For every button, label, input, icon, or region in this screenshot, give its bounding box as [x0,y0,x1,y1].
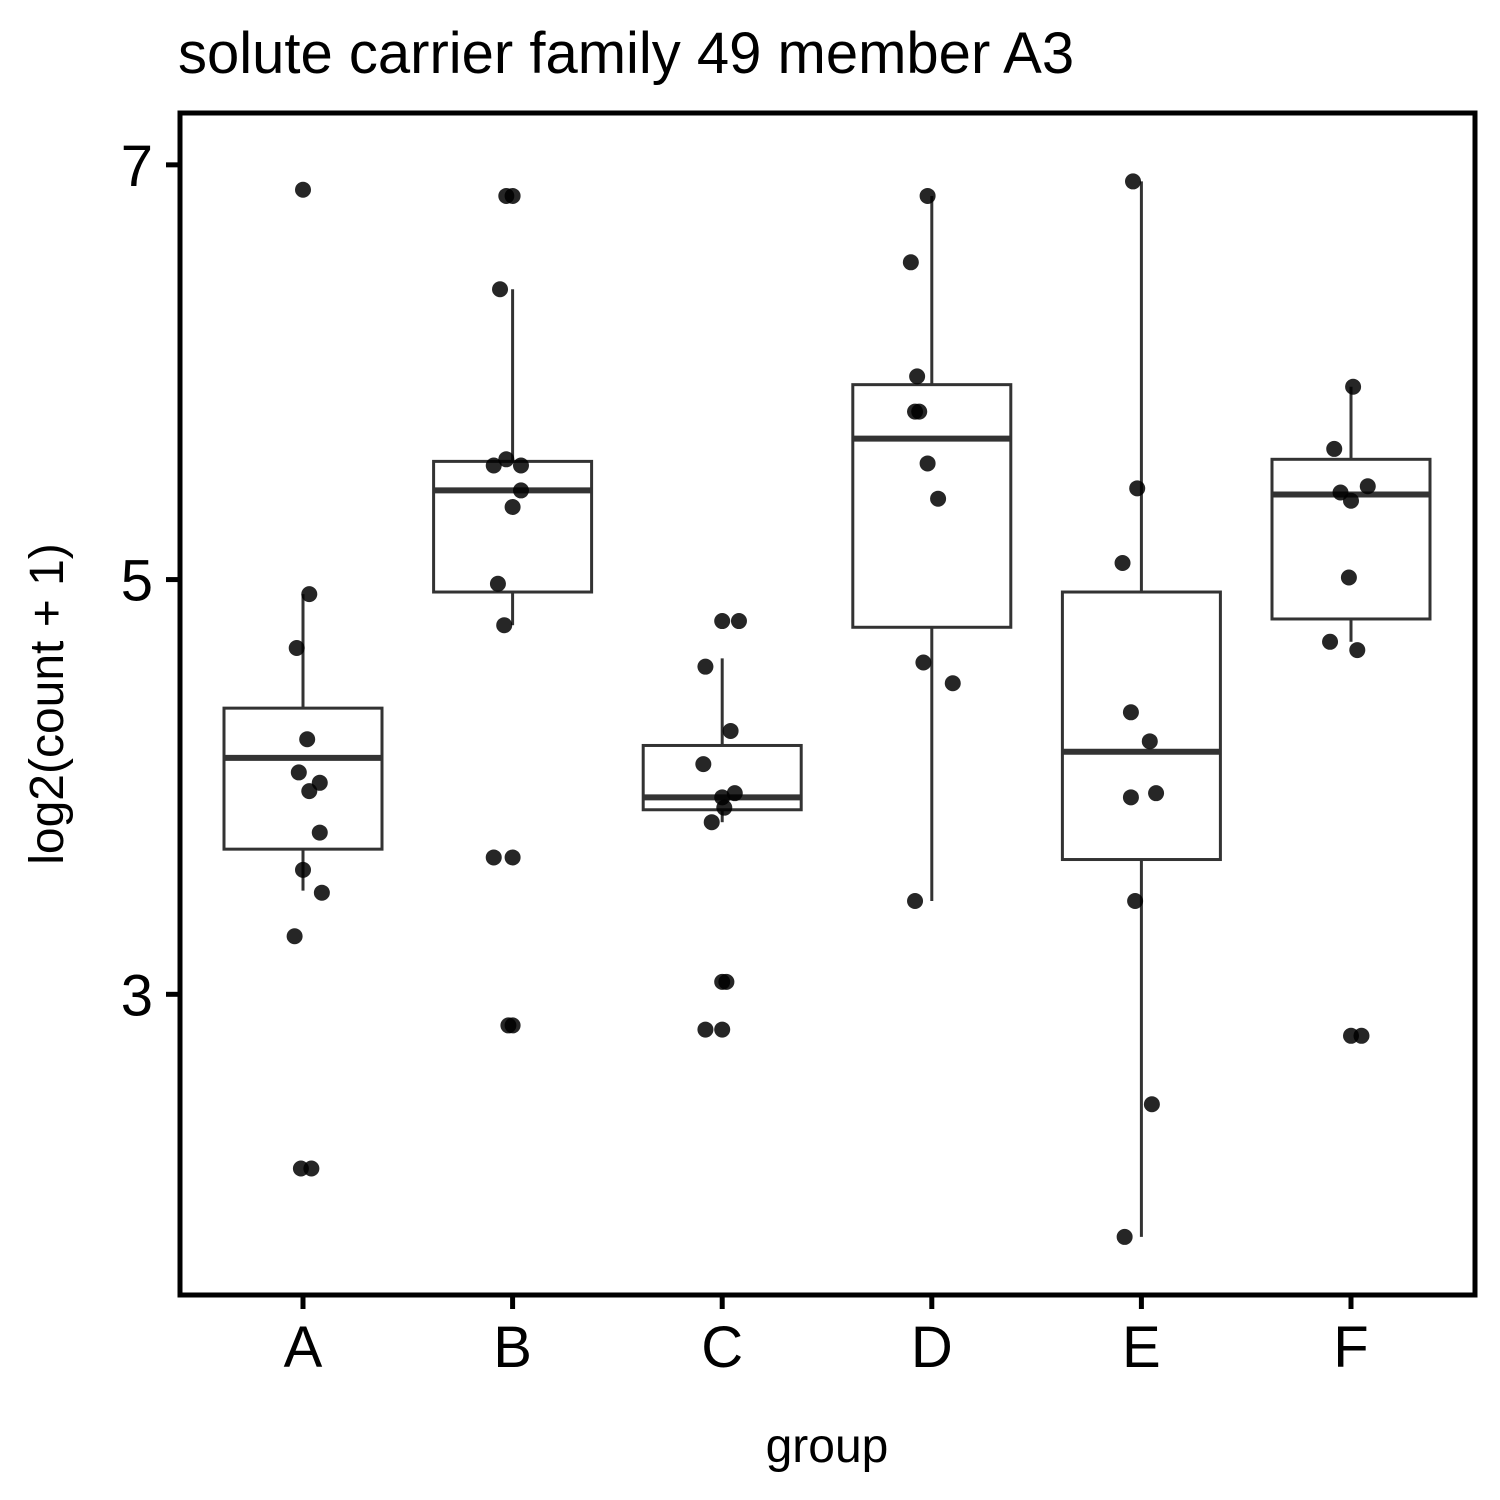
data-point [716,799,733,816]
box-iqr [432,459,594,594]
data-point [1322,633,1339,650]
data-point [489,575,506,592]
data-point [1326,440,1343,457]
axes: 3 5 7 A B C D E F [121,134,1369,1380]
y-tick-label: 3 [121,963,153,1028]
data-point [919,455,936,472]
data-point [1359,478,1376,495]
x-tick-label: B [493,1315,532,1380]
data-points [286,173,1376,1245]
data-point [1122,704,1139,721]
data-point [496,617,513,634]
data-point [504,849,521,866]
data-point [286,928,303,945]
data-point [714,1021,731,1038]
data-point [485,457,502,474]
data-point [697,658,714,675]
data-point [311,824,328,841]
box-d [851,195,1013,901]
plot-panel-border [177,110,1478,1298]
data-point [504,1017,521,1034]
data-point [504,499,521,515]
box-b [432,289,594,626]
data-point [944,675,961,692]
data-point [726,785,743,802]
data-point [492,281,509,298]
data-point [311,774,328,791]
data-point [714,613,731,630]
x-tick-label: E [1122,1315,1161,1380]
box-iqr [1060,590,1222,862]
box-f [1270,386,1432,642]
data-point [1349,642,1366,659]
plot-marks [222,173,1432,1245]
data-point [902,254,919,271]
data-point [295,181,311,198]
x-tick-label: F [1333,1315,1368,1380]
data-point [697,1021,714,1038]
data-point [485,849,502,866]
x-tick-label: C [701,1315,743,1380]
chart-title: solute carrier family 49 member A3 [178,21,1074,86]
x-tick-label: A [284,1315,323,1380]
x-tick-label: D [911,1315,953,1380]
data-point [1129,480,1146,497]
data-point [1122,789,1139,806]
data-point [295,861,311,878]
data-point [909,368,926,385]
data-point [1116,1228,1133,1245]
data-point [512,482,529,499]
data-point [1343,492,1359,509]
data-point [301,586,318,603]
box-iqr [851,383,1013,629]
data-point [1141,733,1158,750]
data-point [718,973,735,990]
data-point [915,654,932,671]
data-point [919,187,936,204]
data-point [1114,554,1131,571]
data-point [703,814,720,831]
y-tick-label: 7 [121,134,153,199]
data-point [498,451,515,468]
data-point [288,640,305,657]
data-point [1353,1027,1370,1044]
y-tick-label: 5 [121,549,153,614]
data-point [695,756,712,773]
data-point [1148,785,1165,802]
box-e [1060,181,1222,1237]
box-iqr [1270,457,1432,621]
data-point [1143,1096,1160,1113]
data-point [292,1160,309,1177]
data-point [1345,378,1362,395]
y-axis-title: log2(count + 1) [21,543,74,865]
data-point [730,613,747,630]
data-point [290,764,307,781]
data-point [299,731,316,748]
data-point [722,722,739,739]
data-point [313,884,330,901]
x-axis-title: group [766,1420,889,1473]
data-point [512,457,529,474]
data-point [930,490,947,507]
data-point [1127,893,1144,909]
data-point [1125,173,1142,190]
data-point [907,893,924,909]
data-point [504,187,521,204]
data-point [911,403,928,420]
data-point [1340,569,1357,586]
